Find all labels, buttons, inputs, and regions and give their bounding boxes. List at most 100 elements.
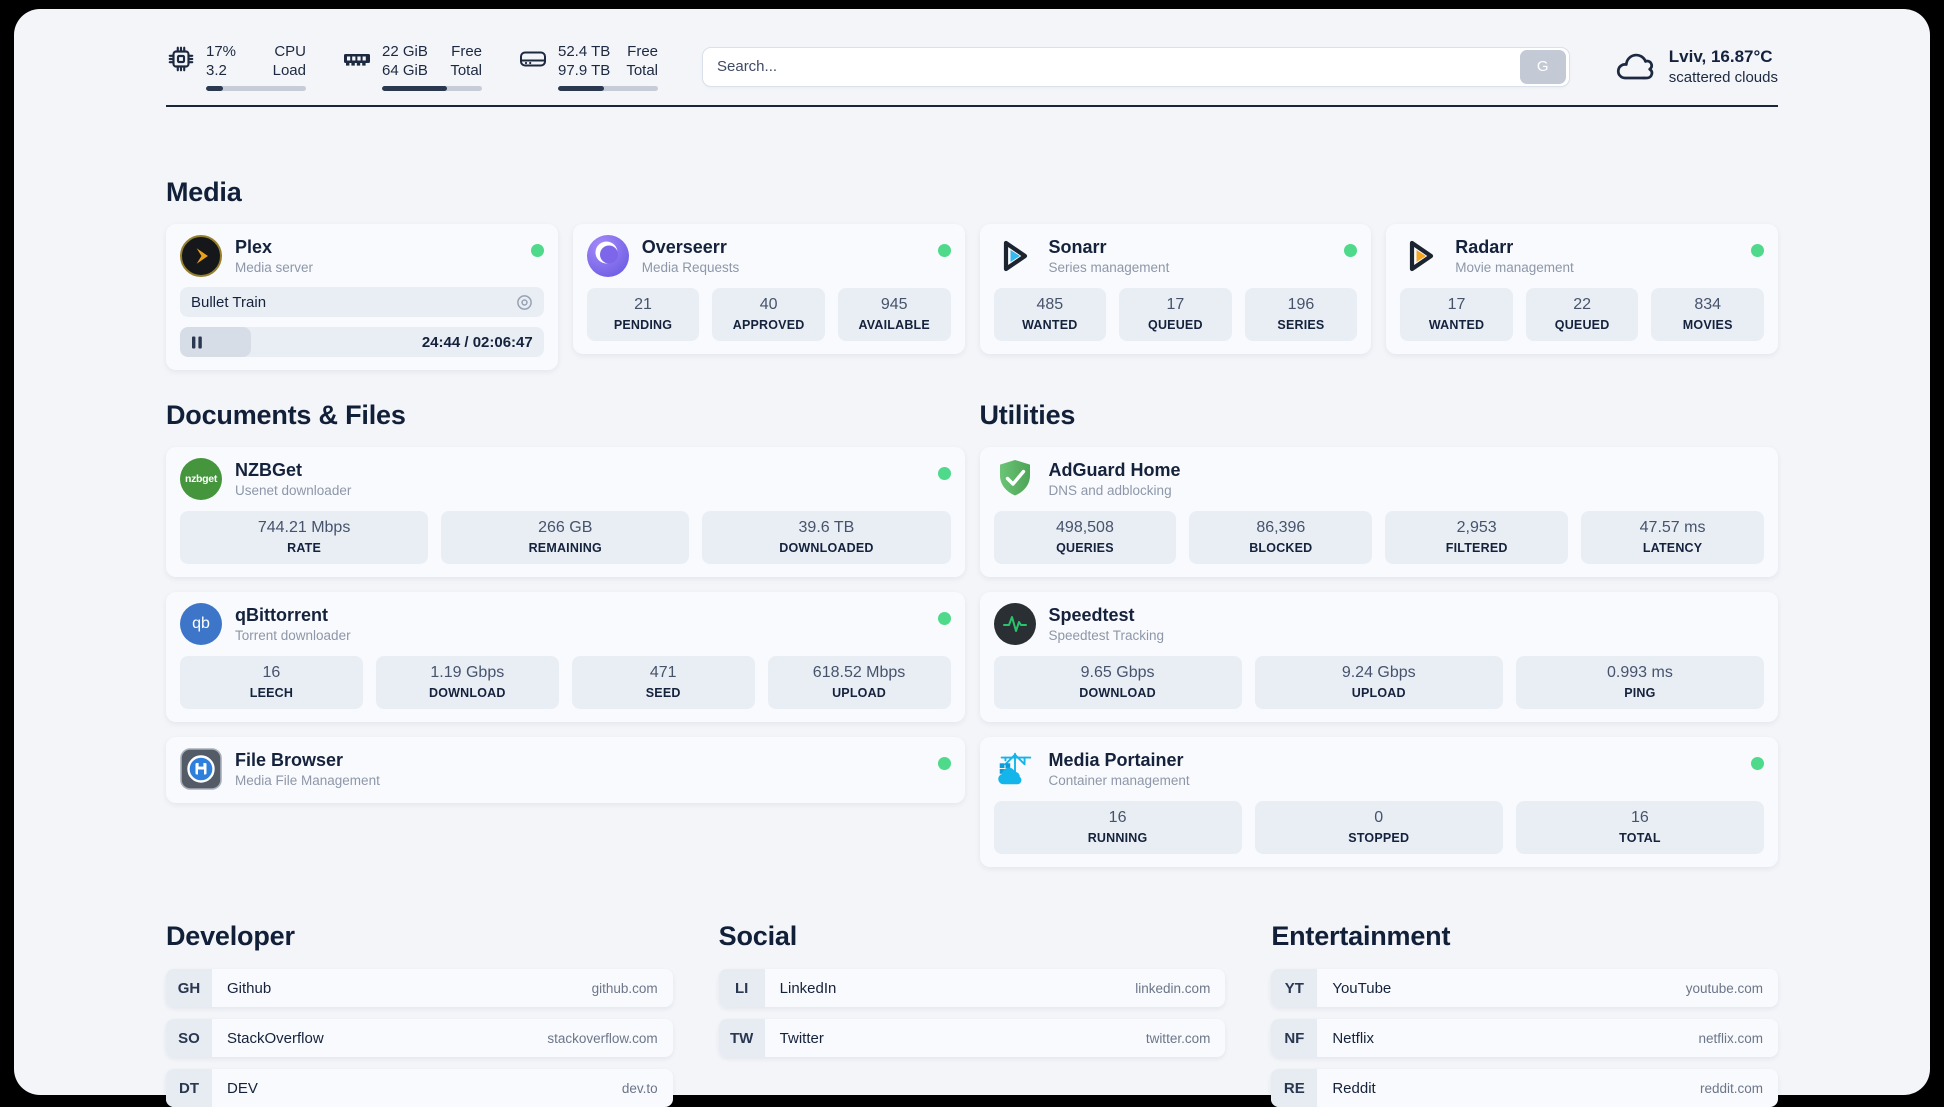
bookmark-abbr: TW: [718, 1019, 765, 1057]
search-input[interactable]: [717, 58, 1520, 75]
status-dot: [937, 612, 951, 625]
overseerr-stats: 21 PENDING 40 APPROVED 945 AVAILABLE: [586, 288, 951, 341]
plex-icon: [180, 235, 222, 277]
stat-value: 834: [1694, 296, 1722, 313]
bookmark-url: reddit.com: [1699, 1080, 1763, 1096]
stat-filtered: 2,953 FILTERED: [1385, 511, 1569, 564]
app-name: Media Portainer: [1048, 749, 1184, 770]
documents-column: Documents & Files nzbget NZBGet Usenet d…: [166, 400, 965, 803]
stat-label: DOWNLOAD: [429, 686, 506, 700]
stat-value: 9.24 Gbps: [1341, 664, 1416, 681]
top-bar: 17% CPU 3.2 Load: [166, 42, 1778, 91]
nzbget-titles: NZBGet Usenet downloader: [235, 460, 351, 499]
stat-label: QUEUED: [1148, 318, 1203, 332]
stat-label: UPLOAD: [1351, 686, 1406, 700]
stat-available: 945 AVAILABLE: [837, 288, 951, 341]
stat-series: 196 SERIES: [1244, 288, 1358, 341]
app-description: Container management: [1048, 772, 1190, 788]
speedtest-app-link[interactable]: Speedtest Speedtest Tracking: [993, 603, 1765, 645]
section-title-media: Media: [166, 177, 242, 207]
stat-movies: 834 MOVIES: [1651, 288, 1764, 341]
stat-value: 2,953: [1456, 519, 1497, 536]
disk-free-label: Free: [627, 43, 658, 60]
bookmark-twitter[interactable]: TW Twitter twitter.com: [718, 1019, 1226, 1057]
stat-upload: 618.52 Mbps UPLOAD: [767, 656, 951, 709]
stat-label: REMAINING: [528, 541, 602, 555]
search-engine-button[interactable]: G: [1519, 49, 1566, 84]
adguard-titles: AdGuard Home DNS and adblocking: [1049, 460, 1181, 499]
nzbget-card: nzbget NZBGet Usenet downloader 744.21 M…: [166, 447, 965, 577]
overseerr-eye-glyph: [586, 235, 629, 277]
stat-value: 40: [759, 296, 778, 313]
ram-icon: [344, 54, 370, 66]
bookmark-name: YouTube: [1332, 979, 1392, 997]
cpu-label: CPU: [274, 43, 306, 60]
middle-columns: Documents & Files nzbget NZBGet Usenet d…: [166, 400, 1778, 867]
status-dot: [937, 244, 951, 257]
radarr-play-glyph: [1410, 240, 1434, 272]
bookmark-name: Reddit: [1332, 1079, 1376, 1097]
weather-location: Lviv, 16.87°C: [1668, 46, 1773, 66]
stat-label: LEECH: [249, 686, 294, 700]
bookmark-youtube[interactable]: YT YouTube youtube.com: [1271, 969, 1778, 1007]
radarr-icon: [1400, 235, 1442, 277]
stat-ping: 0.993 ms PING: [1515, 656, 1764, 709]
cpu-load-label: Load: [272, 62, 306, 79]
qbittorrent-titles: qBittorrent Torrent downloader: [235, 605, 351, 644]
stat-value: 744.21 Mbps: [257, 519, 351, 536]
bookmark-abbr: LI: [718, 969, 765, 1007]
pause-icon[interactable]: [191, 336, 203, 349]
hard-drive-icon: [520, 51, 546, 67]
playback-progress-row[interactable]: 24:44 / 02:06:47: [180, 327, 544, 357]
filebrowser-app-link[interactable]: File Browser Media File Management: [180, 748, 951, 790]
stat-value: 17: [1166, 296, 1185, 313]
stat-seed: 471 SEED: [571, 656, 755, 709]
stat-label: QUEUED: [1554, 318, 1610, 332]
stat-value: 498,508: [1056, 519, 1114, 536]
section-title-documents: Documents & Files: [166, 400, 406, 430]
search-bar[interactable]: G: [702, 46, 1570, 87]
bookmark-linkedin[interactable]: LI LinkedIn linkedin.com: [718, 969, 1226, 1007]
developer-links: GH Github github.com SO StackOverflow st…: [166, 969, 673, 1107]
cloud-icon: [1616, 53, 1654, 79]
qbittorrent-icon: qb: [180, 603, 222, 645]
nzbget-stats: 744.21 Mbps RATE 266 GB REMAINING 39.6 T…: [180, 511, 951, 564]
app-name: qBittorrent: [235, 604, 328, 625]
stat-value: 485: [1036, 296, 1064, 313]
plex-app-link[interactable]: Plex Media server: [180, 235, 544, 277]
stat-label: DOWNLOADED: [779, 541, 874, 555]
stat-upload: 9.24 Gbps UPLOAD: [1254, 656, 1503, 709]
bookmark-abbr: RE: [1271, 1069, 1318, 1107]
stat-label: SERIES: [1277, 318, 1325, 332]
stat-value: 1.19 Gbps: [430, 664, 505, 681]
portainer-titles: Media Portainer Container management: [1049, 750, 1190, 789]
bookmark-abbr: GH: [166, 969, 212, 1007]
cpu-stat: 17% CPU 3.2 Load: [166, 42, 306, 91]
stat-download: 1.19 Gbps DOWNLOAD: [375, 656, 559, 709]
stat-label: APPROVED: [732, 318, 805, 332]
radarr-app-link[interactable]: Radarr Movie management: [1400, 235, 1764, 277]
bookmark-stackoverflow[interactable]: SO StackOverflow stackoverflow.com: [166, 1019, 673, 1057]
stat-label: UPLOAD: [832, 686, 887, 700]
qbittorrent-app-link[interactable]: qb qBittorrent Torrent downloader: [180, 603, 951, 645]
bookmark-reddit[interactable]: RE Reddit reddit.com: [1271, 1069, 1778, 1107]
app-description: Movie management: [1455, 259, 1574, 275]
bookmark-github[interactable]: GH Github github.com: [166, 969, 673, 1007]
nzbget-app-link[interactable]: nzbget NZBGet Usenet downloader: [180, 458, 951, 500]
adguard-app-link[interactable]: AdGuard Home DNS and adblocking: [994, 458, 1765, 500]
disk-stat: 52.4 TB Free 97.9 TB Total: [518, 42, 658, 91]
utilities-card-stack: AdGuard Home DNS and adblocking 498,508 …: [979, 447, 1778, 867]
stat-label: BLOCKED: [1249, 541, 1313, 555]
stat-label: AVAILABLE: [858, 318, 930, 332]
sonarr-app-link[interactable]: Sonarr Series management: [994, 235, 1358, 277]
plex-titles: Plex Media server: [235, 237, 313, 276]
stat-label: PING: [1624, 686, 1656, 700]
portainer-app-link[interactable]: Media Portainer Container management: [994, 748, 1764, 790]
bookmark-netflix[interactable]: NF Netflix netflix.com: [1271, 1019, 1778, 1057]
overseerr-app-link[interactable]: Overseerr Media Requests: [586, 235, 951, 277]
session-disc-icon[interactable]: [516, 294, 533, 311]
bookmark-url: dev.to: [621, 1080, 658, 1096]
stat-rate: 744.21 Mbps RATE: [180, 511, 429, 564]
bookmark-dev[interactable]: DT DEV dev.to: [166, 1069, 673, 1107]
stat-value: 47.57 ms: [1639, 519, 1706, 536]
